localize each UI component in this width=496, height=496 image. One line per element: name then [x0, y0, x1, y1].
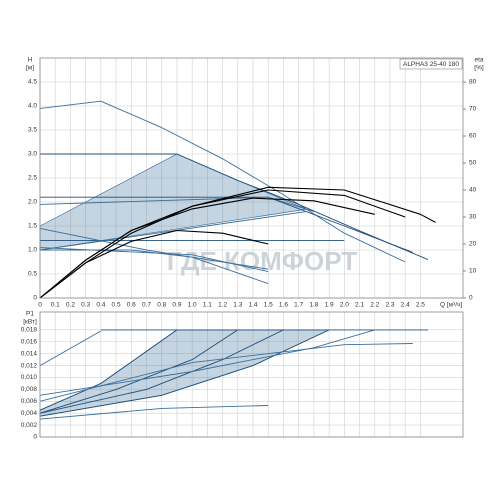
x-axis-label: Q [м³/ч] [440, 302, 462, 309]
legend-box [399, 58, 463, 70]
curve [39, 343, 413, 402]
x-tick-label: 2.0 [340, 302, 349, 309]
curve [39, 329, 330, 417]
y-tick-label: 0 [33, 295, 37, 302]
y-tick-label: 0,002 [21, 422, 38, 429]
curve [39, 329, 375, 396]
x-tick-label: 1.9 [325, 302, 334, 309]
x-tick-label: 0.5 [112, 302, 121, 309]
y-tick-label: 4.0 [28, 103, 37, 110]
x-tick-label: 1.6 [279, 302, 288, 309]
x-tick-label: 2.3 [385, 302, 394, 309]
x-tick-label: 0 [38, 302, 42, 309]
y2-tick-label: 50 [469, 160, 477, 167]
y-tick-label: 0,008 [21, 386, 38, 393]
x-tick-label: 1.2 [218, 302, 227, 309]
y-tick-label: 1.0 [28, 247, 37, 254]
curve [39, 227, 269, 270]
y-tick-label: 0 [33, 434, 37, 441]
y-tick-label: 0,010 [21, 374, 38, 381]
y2-tick-label: 10 [469, 268, 477, 275]
y-tick-label: 0,018 [21, 327, 38, 334]
y2-tick-label: 40 [469, 187, 477, 194]
y-tick-label: 0.5 [28, 271, 37, 278]
curve [39, 186, 436, 299]
x-tick-label: 0.8 [157, 302, 166, 309]
curve [39, 329, 178, 411]
x-tick-label: 1.0 [188, 302, 197, 309]
x-tick-label: 2.2 [370, 302, 379, 309]
y-tick-label: 0,014 [21, 350, 38, 357]
x-tick-label: 1.1 [203, 302, 212, 309]
curve [39, 196, 315, 213]
x-tick-label: 0.6 [127, 302, 136, 309]
curve [40, 153, 429, 261]
x-tick-label: 1.8 [309, 302, 318, 309]
watermark: ГДЕ КОМФОРТ [167, 246, 357, 276]
x-tick-label: 0.9 [172, 302, 181, 309]
y2-tick-label: 70 [469, 106, 477, 113]
curve [39, 247, 269, 273]
y-tick-label: 0,016 [21, 338, 38, 345]
plot-frame [39, 311, 464, 438]
y2-axis-unit: [%] [474, 65, 484, 72]
y-tick-label: 2.0 [28, 199, 37, 206]
x-tick-label: 0.7 [142, 302, 151, 309]
curve [39, 100, 406, 263]
y2-tick-label: 20 [469, 241, 477, 248]
x-tick-label: 1.5 [264, 302, 273, 309]
curve [39, 229, 269, 299]
curve [39, 329, 239, 414]
y-tick-label: 3.5 [28, 127, 37, 134]
curve [39, 330, 102, 366]
y-tick-label: 0,012 [21, 362, 38, 369]
x-tick-label: 2.1 [355, 302, 364, 309]
x-tick-label: 0.4 [96, 302, 105, 309]
x-tick-label: 0.1 [51, 302, 60, 309]
x-tick-label: 1.7 [294, 302, 303, 309]
x-tick-label: 2.5 [416, 302, 425, 309]
x-tick-label: 1.4 [248, 302, 257, 309]
y-axis-unit: [м] [26, 65, 34, 72]
y2-tick-label: 30 [469, 214, 477, 221]
x-tick-label: 0.3 [81, 302, 90, 309]
y-tick-label: 4.5 [28, 79, 37, 86]
curve [39, 211, 307, 251]
y-axis-label: P1 [26, 311, 34, 318]
y-tick-label: 0,006 [21, 398, 38, 405]
y-axis-unit: [кВт] [23, 319, 37, 326]
curve [39, 329, 284, 414]
curve [39, 197, 375, 299]
x-tick-label: 2.4 [401, 302, 410, 309]
legend-text: ALPHA3 25-40 180 [403, 61, 459, 68]
y-tick-label: 3.0 [28, 151, 37, 158]
y2-tick-label: 80 [469, 79, 477, 86]
y-tick-label: 0,004 [21, 410, 38, 417]
x-tick-label: 1.3 [233, 302, 242, 309]
y-axis-label: H [28, 57, 33, 64]
plot-frame [39, 57, 464, 299]
y2-tick-label: 60 [469, 133, 477, 140]
y2-axis-label: eta [474, 57, 483, 64]
curve [39, 405, 269, 420]
y-tick-label: 2.5 [28, 175, 37, 182]
y-tick-label: 1.5 [28, 223, 37, 230]
x-tick-label: 0.2 [66, 302, 75, 309]
y2-tick-label: 0 [469, 295, 473, 302]
